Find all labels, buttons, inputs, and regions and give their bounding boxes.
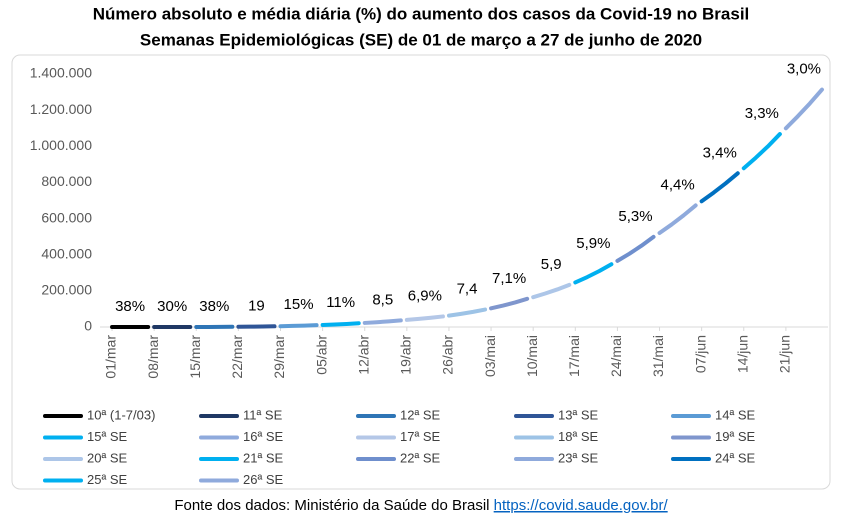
y-tick-label: 800.000 (41, 173, 92, 189)
annotation: 8,5 (372, 291, 393, 308)
annotation: 5,9 (541, 256, 562, 273)
annotation: 38% (115, 298, 145, 315)
annotation: 3,0% (787, 61, 821, 78)
series-line (362, 318, 403, 325)
y-tick-label: 0 (84, 318, 92, 334)
x-tick-label: 14/jun (734, 335, 750, 373)
y-tick-label: 1.200.000 (30, 101, 92, 117)
chart-title: Número absoluto e média diária (%) do au… (93, 4, 750, 23)
source: Fonte dos dados: Ministério da Saúde do … (174, 497, 668, 514)
series-line (573, 262, 614, 285)
x-tick-label: 01/mar (103, 335, 119, 379)
footer: Fonte dos dados: Ministério da Saúde do … (174, 497, 668, 514)
x-tick-label: 19/abr (398, 335, 414, 375)
legend-label: 11ª SE (243, 407, 283, 422)
legend-label: 13ª SE (558, 407, 599, 422)
legend-label: 20ª SE (87, 450, 128, 465)
annotation: 7,1% (492, 270, 526, 287)
annotation: 3,4% (703, 144, 737, 161)
legend-label: 22ª SE (400, 450, 441, 465)
x-tick-label: 12/abr (355, 335, 371, 375)
x-tick-label: 21/jun (777, 335, 793, 373)
legend-label: 25ª SE (87, 472, 128, 487)
series-line (699, 171, 740, 204)
legend-label: 18ª SE (558, 429, 599, 444)
legend-label: 26ª SE (243, 472, 284, 487)
y-tick-label: 1.000.000 (30, 137, 92, 153)
y-tick-label: 400.000 (41, 245, 92, 261)
x-tick-label: 07/jun (692, 335, 708, 373)
legend-label: 10ª (1-7/03) (87, 407, 155, 422)
x-tick-label: 17/mai (566, 335, 582, 377)
legend-label: 24ª SE (715, 450, 756, 465)
x-tick-label: 05/abr (313, 335, 329, 375)
series-line (531, 282, 572, 300)
y-tick-label: 600.000 (41, 209, 92, 225)
source-url[interactable]: https://covid.saude.gov.br/ (494, 497, 669, 514)
chart-frame (11, 54, 831, 490)
y-tick-label: 1.400.000 (30, 65, 92, 81)
source-text: Fonte dos dados: Ministério da Saúde do … (174, 497, 489, 514)
x-tick-label: 29/mar (271, 335, 287, 379)
annotation: 7,4 (457, 281, 478, 298)
legend-label: 17ª SE (400, 429, 441, 444)
legend-label: 14ª SE (715, 407, 756, 422)
legend-label: 16ª SE (243, 429, 284, 444)
annotation: 3,3% (745, 105, 779, 122)
x-tick-label: 24/mai (608, 335, 624, 377)
x-tick-label: 08/mar (145, 335, 161, 379)
annotation: 4,4% (660, 176, 694, 193)
series-line (320, 321, 361, 327)
series-line (489, 296, 530, 311)
x-tick-label: 26/abr (440, 335, 456, 375)
x-tick-label: 22/mar (229, 335, 245, 379)
x-tick-label: 31/mai (650, 335, 666, 377)
source-link[interactable]: https://covid.saude.gov.br/ (494, 497, 669, 514)
x-tick-label: 10/mai (524, 335, 540, 377)
series-line (741, 132, 782, 171)
legend-label: 19ª SE (715, 429, 756, 444)
series-line (278, 323, 319, 329)
annotation: 11% (326, 294, 355, 311)
series-line (783, 87, 824, 131)
annotation: 6,9% (408, 287, 442, 304)
annotation: 15% (284, 296, 314, 313)
series-line (657, 203, 698, 235)
legend-label: 15ª SE (87, 429, 128, 444)
x-tick-label: 15/mar (187, 335, 203, 379)
chart-subtitle: Semanas Epidemiológicas (SE) de 01 de ma… (140, 30, 702, 49)
series-line (615, 234, 656, 263)
series-line (404, 314, 445, 322)
annotation: 30% (157, 298, 187, 315)
x-tick-label: 03/mai (482, 335, 498, 377)
series-line (446, 307, 488, 318)
annotation: 19 (248, 297, 265, 314)
annotation: 38% (199, 298, 229, 315)
legend-label: 21ª SE (243, 450, 284, 465)
y-tick-label: 200.000 (41, 282, 92, 298)
annotation: 5,3% (618, 208, 652, 225)
annotation: 5,9% (576, 235, 610, 252)
legend-label: 23ª SE (558, 450, 599, 465)
legend-label: 12ª SE (400, 407, 441, 422)
